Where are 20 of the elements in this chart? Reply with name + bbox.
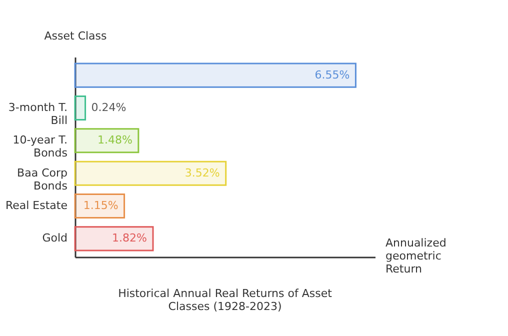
data-label: 3.52% — [184, 166, 220, 180]
data-label: 1.82% — [112, 232, 147, 245]
bar — [74, 160, 227, 186]
y-axis-title: Asset Class — [44, 30, 108, 42]
data-label: 0.24% — [91, 100, 126, 114]
y-tick-label: 3-month T. Bill — [8, 100, 68, 127]
y-tick-label: 10-year T. Bonds — [12, 134, 68, 160]
x-axis-title: Annualized geometric Return — [386, 236, 446, 276]
data-label: 6.55% — [314, 68, 350, 82]
bar — [74, 194, 126, 219]
bar — [74, 95, 86, 120]
y-tick-label: Gold — [42, 232, 68, 245]
y-tick-label: Baa Corp Bonds — [17, 166, 68, 192]
bar — [74, 226, 154, 252]
data-label: 1.15% — [83, 199, 118, 212]
y-tick-label: Real Estate — [5, 199, 68, 212]
data-label: 1.48% — [97, 134, 132, 147]
bar — [74, 62, 356, 88]
bar — [74, 128, 140, 154]
text: Historical Annual Real Returns of Asset Classes (1928-2023) — [118, 287, 333, 313]
